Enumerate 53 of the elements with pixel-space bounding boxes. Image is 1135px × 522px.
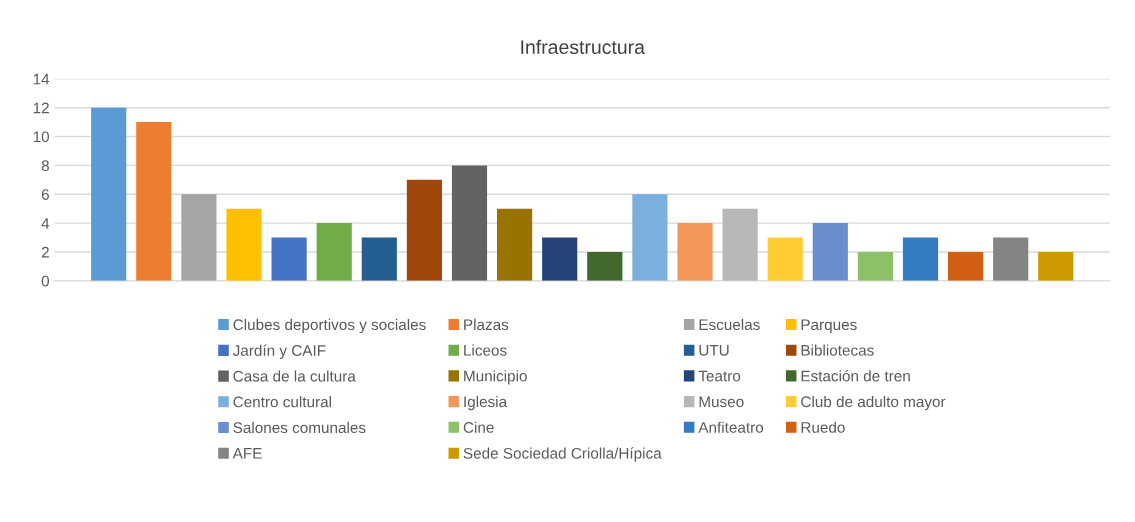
bar: [722, 208, 758, 281]
y-tick-label: 0: [41, 275, 50, 287]
legend-label: Municipio: [464, 370, 527, 385]
legend-label: Estación de tren: [801, 370, 910, 382]
bar: [91, 107, 127, 281]
legend-label: UTU: [699, 345, 729, 356]
bar: [316, 223, 352, 281]
legend-label: Clubes deportivos y sociales: [233, 318, 426, 334]
bar: [857, 251, 893, 281]
y-tick-label: 12: [33, 102, 49, 114]
bar: [902, 237, 939, 281]
legend-label: Iglesia: [464, 395, 508, 411]
y-tick-label: 2: [41, 246, 49, 258]
legend-label: Salones comunales: [233, 421, 366, 434]
bar: [993, 237, 1029, 281]
legend-label: Casa de la cultura: [233, 370, 356, 382]
legend-label: Liceos: [464, 344, 507, 356]
legend-label: Plazas: [464, 318, 509, 331]
bar: [361, 237, 397, 281]
legend-label: Escuelas: [699, 318, 760, 331]
bar: [136, 122, 172, 281]
bar: [451, 165, 488, 281]
legend-label: Jardín y CAIF: [232, 344, 326, 359]
bar: [1038, 251, 1074, 281]
bar: [812, 223, 848, 281]
bar: [767, 237, 803, 281]
bar: [497, 208, 533, 281]
bar: [406, 179, 442, 281]
legend-label: Club de adulto mayor: [801, 395, 946, 411]
chart-title: Infraestructura: [521, 39, 645, 55]
legend-label: AFE: [232, 448, 262, 459]
legend-label: Cine: [463, 421, 494, 433]
legend-label: Bibliotecas: [801, 344, 874, 356]
y-tick-label: 14: [33, 73, 50, 85]
legend-label: Teatro: [698, 370, 741, 382]
legend-label: Parques: [801, 319, 857, 334]
bar: [271, 237, 307, 281]
y-tick-label: 8: [41, 160, 49, 172]
legend-label: Sede Sociedad Criolla/Hípica: [463, 447, 662, 462]
bar: [587, 251, 623, 281]
bar: [948, 251, 984, 281]
bar: [181, 194, 217, 281]
bar: [632, 194, 668, 281]
y-tick-label: 6: [41, 189, 49, 200]
y-tick-label: 10: [33, 131, 50, 143]
bar: [226, 208, 262, 281]
bar: [677, 223, 713, 281]
y-tick-label: 4: [41, 218, 50, 229]
bar: [542, 237, 578, 281]
legend-label: Museo: [699, 396, 744, 408]
legend-label: Anfiteatro: [698, 421, 764, 433]
legend-label: Centro cultural: [233, 396, 331, 408]
legend-label: Ruedo: [801, 421, 845, 433]
